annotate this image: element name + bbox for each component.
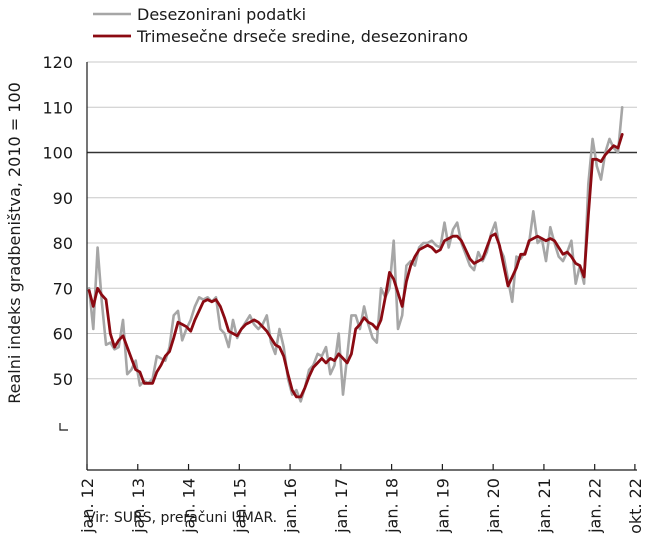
y-tick-label-50: 50 — [53, 370, 73, 389]
series-lines — [87, 106, 624, 403]
x-tick-label-9: jan. 21 — [535, 478, 554, 534]
y-tick-label-60: 60 — [53, 325, 73, 344]
gridlines — [87, 61, 637, 380]
source-note: Vir: SURS, preračuni UMAR. — [86, 510, 278, 526]
y-tick-label-110: 110 — [42, 98, 73, 117]
x-tick-label-6: jan. 18 — [383, 478, 402, 534]
legend-label-2: Trimesečne drseče sredine, desezonirano — [136, 27, 468, 46]
axes — [59, 62, 637, 471]
x-tick-label-4: jan. 16 — [281, 478, 300, 534]
y-tick-label-120: 120 — [42, 53, 73, 72]
y-tick-label-70: 70 — [53, 279, 73, 298]
y-tick-label-80: 80 — [53, 234, 73, 253]
x-tick-label-10: jan. 22 — [586, 478, 605, 534]
y-axis-title: Realni indeks gradbeništva, 2010 = 100 — [5, 82, 24, 404]
x-tick-label-1: jan. 13 — [129, 478, 148, 534]
x-tick-label-2: jan. 14 — [180, 478, 199, 534]
series-line-1 — [87, 106, 624, 403]
x-tick-label-7: jan. 19 — [433, 478, 452, 534]
series-line-2 — [87, 132, 624, 399]
legend-label-1: Desezonirani podatki — [137, 5, 306, 24]
tick-labels: 50 60 70 80 90 100 110 120 jan. 12 jan. 13 jan. 14… — [5, 53, 645, 534]
x-tick-label-3: jan. 15 — [230, 478, 249, 534]
x-tick-label-0: jan. 12 — [78, 478, 97, 534]
axis-break-mark — [59, 423, 68, 431]
y-tick-label-90: 90 — [53, 189, 73, 208]
legend: Desezonirani podatki Trimesečne drseče sr… — [93, 5, 468, 46]
x-tick-label-8: jan. 20 — [484, 478, 503, 534]
y-tick-label-100: 100 — [42, 144, 73, 163]
x-tick-label-5: jan. 17 — [332, 478, 351, 534]
x-tick-label-11: okt. 22 — [626, 478, 645, 534]
